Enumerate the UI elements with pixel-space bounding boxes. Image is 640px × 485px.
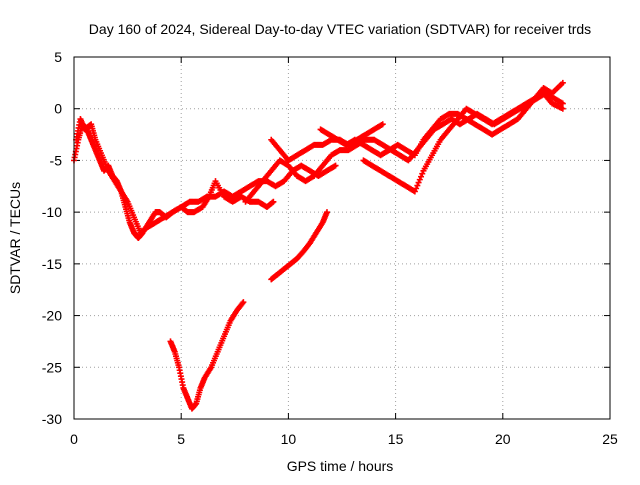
- series-track-f: [360, 90, 566, 195]
- data-point: [559, 100, 566, 107]
- x-axis-label: GPS time / hours: [287, 458, 394, 474]
- y-tick-label: -15: [42, 256, 62, 272]
- data-point: [270, 198, 277, 205]
- x-tick-label: 15: [388, 431, 404, 447]
- axis-ticks: 0 5 10 15 20 25 5 0 -5 -10 -15 -20 -25 -30: [42, 49, 618, 447]
- y-tick-label: -10: [42, 204, 62, 220]
- data-markers: [71, 79, 566, 412]
- x-tick-label: 25: [602, 431, 618, 447]
- y-tick-label: 0: [54, 101, 62, 117]
- y-tick-label: -30: [42, 411, 62, 427]
- x-tick-label: 5: [177, 431, 185, 447]
- x-tick-label: 10: [281, 431, 297, 447]
- data-point: [332, 162, 339, 169]
- y-axis-label: SDTVAR / TECUs: [7, 182, 23, 294]
- plot-frame: [73, 56, 611, 420]
- y-tick-label: 5: [54, 49, 62, 65]
- data-point: [559, 105, 566, 112]
- x-tick-label: 20: [495, 431, 511, 447]
- series-track-h: [268, 209, 330, 283]
- y-tick-label: -25: [42, 359, 62, 375]
- data-point: [239, 300, 246, 307]
- chart-title: Day 160 of 2024, Sidereal Day-to-day VTE…: [89, 21, 591, 37]
- x-tick-label: 0: [70, 431, 78, 447]
- data-point: [323, 209, 330, 216]
- data-point: [240, 299, 247, 306]
- data-point: [379, 121, 386, 128]
- y-tick-label: -20: [42, 308, 62, 324]
- data-point: [559, 79, 566, 86]
- series-track-b: [73, 116, 339, 236]
- y-tick-label: -5: [50, 152, 63, 168]
- series-track-g: [167, 299, 247, 412]
